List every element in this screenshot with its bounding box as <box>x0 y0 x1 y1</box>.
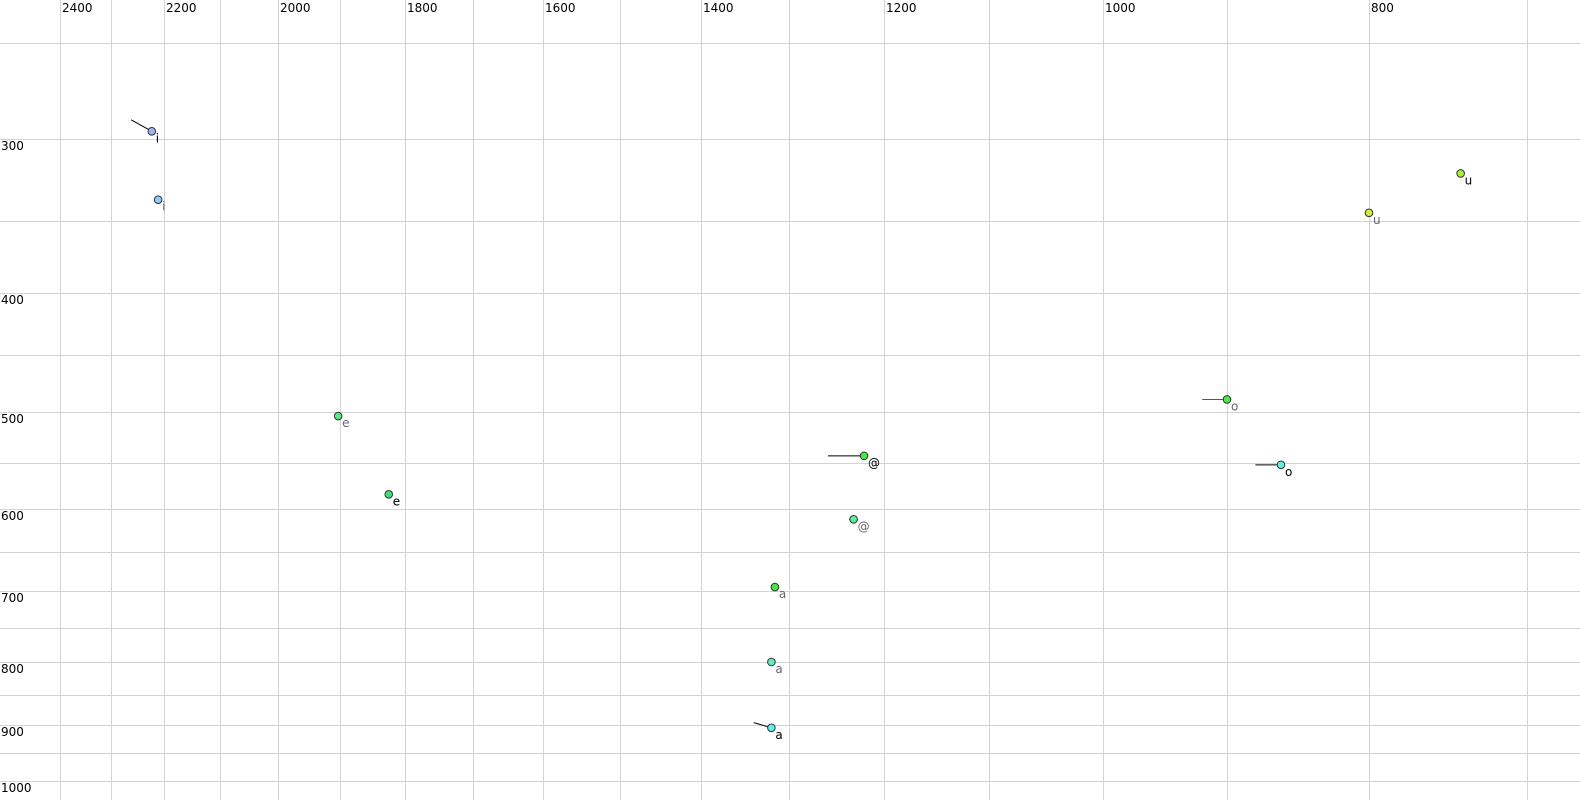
vowel-point-o: o <box>1255 460 1292 479</box>
x-tick-label: 2000 <box>280 1 311 15</box>
vowel-label: i <box>156 131 159 145</box>
vowel-point-u: u <box>1456 169 1473 187</box>
y-tick-label: 300 <box>1 139 24 153</box>
point-marker <box>849 515 858 524</box>
vowel-point-a: a <box>770 582 786 601</box>
vowel-label: o <box>1285 465 1292 479</box>
vowel-point-a: a <box>767 657 783 676</box>
point-marker <box>767 723 776 733</box>
y-tick-label: 600 <box>1 509 24 523</box>
point-marker <box>384 489 394 499</box>
x-tick-label: 800 <box>1371 1 1394 15</box>
y-tick-label: 700 <box>1 591 24 605</box>
x-tick-label: 1000 <box>1105 1 1136 15</box>
x-tick-label: 2400 <box>62 1 93 15</box>
vowel-label: e <box>393 494 400 508</box>
vowel-label: @ <box>868 456 880 470</box>
vowel-point-e: e <box>384 489 400 508</box>
y-tick-label: 400 <box>1 293 24 307</box>
vowel-point-a: a <box>753 722 783 742</box>
y-tick-label: 1000 <box>1 781 32 795</box>
y-tick-label: 500 <box>1 412 24 426</box>
point-marker <box>1222 395 1232 404</box>
vowel-label: a <box>775 662 782 676</box>
vowel-point-i: i <box>130 119 159 145</box>
vowel-label: u <box>1373 213 1381 227</box>
vowel-point-e: e <box>333 411 350 430</box>
vowel-label: a <box>775 728 782 742</box>
point-marker <box>859 451 869 461</box>
point-marker <box>1276 460 1286 470</box>
vowel-point-@: @ <box>827 451 880 470</box>
y-axis-ticks: 300 400 500 600 700 800 900 1000 <box>1 139 32 795</box>
x-axis-ticks: 2400 2200 2000 1800 1600 1400 1200 1000 800 <box>62 1 1394 15</box>
vowel-point-o: o <box>1202 395 1238 413</box>
x-tick-label: 1800 <box>407 1 438 15</box>
vowel-label: o <box>1231 399 1238 413</box>
y-tick-label: 800 <box>1 662 24 676</box>
x-tick-label: 2200 <box>166 1 197 15</box>
vowel-label: a <box>779 587 786 601</box>
vowel-label: e <box>342 416 349 430</box>
x-tick-label: 1200 <box>886 1 917 15</box>
vowel-point-@: @ <box>848 515 870 533</box>
vowel-point-i: i <box>153 195 166 214</box>
y-tick-label: 900 <box>1 725 24 739</box>
vowel-point-u: u <box>1364 208 1381 227</box>
point-marker <box>147 127 157 136</box>
x-tick-label: 1400 <box>703 1 734 15</box>
vowel-label: u <box>1465 173 1473 187</box>
point-marker <box>767 657 776 667</box>
point-marker <box>333 411 343 421</box>
point-marker <box>153 195 163 204</box>
x-tick-label: 1600 <box>545 1 576 15</box>
point-marker <box>1456 169 1465 178</box>
data-points: i i u u e e @ @ o o a a a <box>130 119 1473 742</box>
point-marker <box>770 582 780 592</box>
point-marker <box>1364 208 1374 218</box>
vowel-label: @ <box>858 519 870 533</box>
vowel-label: i <box>162 200 165 214</box>
